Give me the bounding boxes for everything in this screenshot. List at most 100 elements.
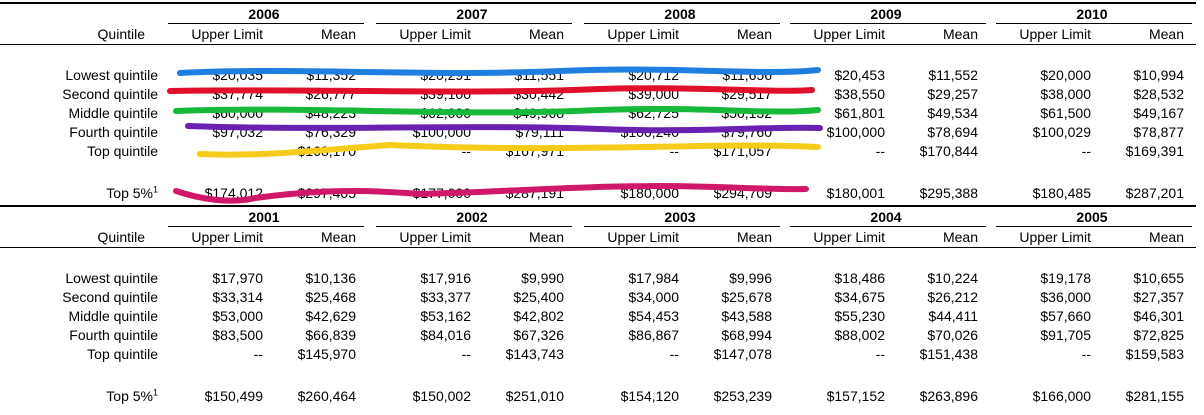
upper-limit-cell: $38,000 [1040, 86, 1091, 102]
mean-cell: $28,532 [1133, 86, 1184, 102]
year-underline [168, 226, 364, 227]
year-header-2009: 2009 [870, 6, 902, 22]
row-label: Top quintile [87, 143, 158, 159]
upper-limit-cell: $54,453 [628, 308, 679, 324]
top5-label-text: Top 5% [106, 185, 153, 201]
mean-cell: $78,877 [1133, 124, 1184, 140]
year-header-2005: 2005 [1076, 209, 1108, 225]
upper-limit-cell: $166,000 [1032, 388, 1091, 404]
upper-limit-cell: $150,002 [412, 388, 471, 404]
row-label: Middle quintile [68, 308, 159, 324]
year-underline [376, 226, 572, 227]
mean-cell: $10,224 [927, 270, 978, 286]
mean-cell: $25,678 [721, 289, 772, 305]
mean-cell: $76,329 [305, 124, 356, 140]
mean-cell: $25,400 [513, 289, 564, 305]
upper-limit-cell: $61,801 [834, 105, 885, 121]
mean-cell: $294,709 [713, 185, 772, 201]
year-underline [996, 226, 1192, 227]
mean-cell: $26,777 [305, 86, 356, 102]
mean-cell: $29,257 [927, 86, 978, 102]
year-underline [790, 226, 986, 227]
upper-limit-cell: -- [1081, 143, 1091, 159]
mean-cell: $10,136 [305, 270, 356, 286]
upper-limit-cell: $53,162 [420, 308, 471, 324]
mean-cell: $25,468 [305, 289, 356, 305]
upper-limit-header: Upper Limit [191, 26, 263, 42]
mean-header: Mean [942, 26, 978, 42]
upper-limit-cell: $38,550 [834, 86, 885, 102]
footnote-marker: 1 [152, 184, 158, 195]
upper-limit-cell: $33,377 [420, 289, 471, 305]
upper-limit-cell: $61,500 [1040, 105, 1091, 121]
quintile-column-header: Quintile [97, 229, 145, 245]
upper-limit-cell: $180,001 [826, 185, 885, 201]
mean-cell: $43,588 [721, 308, 772, 324]
upper-limit-cell: $17,916 [420, 270, 471, 286]
mean-cell: $287,201 [1125, 185, 1184, 201]
upper-limit-cell: $154,120 [620, 388, 679, 404]
bottom-panel: 2001 2002 2003 2004 2005 Quintile Upper Limit M… [0, 205, 1196, 415]
upper-limit-header: Upper Limit [399, 26, 471, 42]
upper-limit-cell: $88,002 [834, 327, 885, 343]
year-underline [376, 23, 572, 24]
mean-cell: $251,010 [505, 388, 564, 404]
mean-cell: $253,239 [713, 388, 772, 404]
year-header-2002: 2002 [456, 209, 488, 225]
upper-limit-cell: $33,314 [212, 289, 263, 305]
upper-limit-header: Upper Limit [607, 229, 679, 245]
upper-limit-cell: $84,016 [420, 327, 471, 343]
mean-cell: $9,990 [521, 270, 564, 286]
upper-limit-cell: $20,453 [834, 67, 885, 83]
upper-limit-cell: $20,000 [1040, 67, 1091, 83]
upper-limit-cell: $150,499 [204, 388, 263, 404]
row-label: Second quintile [62, 86, 158, 102]
mean-header: Mean [736, 26, 772, 42]
mean-cell: $27,357 [1133, 289, 1184, 305]
year-underline [584, 23, 780, 24]
mean-cell: $26,212 [927, 289, 978, 305]
row-label: Fourth quintile [69, 327, 158, 343]
upper-limit-cell: -- [669, 346, 679, 362]
upper-limit-cell: $17,984 [628, 270, 679, 286]
upper-limit-header: Upper Limit [813, 229, 885, 245]
mean-cell: $42,802 [513, 308, 564, 324]
year-header-2008: 2008 [664, 6, 696, 22]
mean-cell: $171,057 [713, 143, 772, 159]
upper-limit-cell: $100,029 [1032, 124, 1091, 140]
mean-cell: $49,968 [513, 105, 564, 121]
mean-cell: $168,170 [297, 143, 356, 159]
upper-limit-cell: $36,000 [1040, 289, 1091, 305]
mean-cell: $44,411 [928, 308, 978, 324]
mean-cell: $79,760 [721, 124, 772, 140]
row-label: Second quintile [62, 289, 158, 305]
top5-label-text: Top 5% [106, 388, 153, 404]
upper-limit-cell: $91,705 [1040, 327, 1091, 343]
quintile-column-header: Quintile [97, 26, 145, 42]
top5-label: Top 5%1 [0, 387, 158, 406]
upper-limit-cell: $34,000 [628, 289, 679, 305]
upper-limit-cell: $83,500 [212, 327, 263, 343]
upper-limit-cell: -- [875, 143, 885, 159]
top-rule [0, 2, 1196, 4]
mean-cell: $70,026 [927, 327, 978, 343]
mean-cell: $263,896 [919, 388, 978, 404]
mean-cell: $281,155 [1125, 388, 1184, 404]
mean-cell: $9,996 [729, 270, 772, 286]
mean-cell: $29,517 [721, 86, 772, 102]
footnote-marker: 1 [152, 387, 158, 398]
mean-cell: $11,552 [928, 67, 978, 83]
mean-cell: $49,167 [1133, 105, 1184, 121]
top5-label: Top 5%1 [0, 184, 158, 203]
year-header-2006: 2006 [248, 6, 280, 22]
mean-header: Mean [1148, 229, 1184, 245]
upper-limit-cell: -- [875, 346, 885, 362]
mean-cell: $143,743 [505, 346, 564, 362]
mean-cell: $287,191 [505, 185, 564, 201]
mean-cell: $30,442 [513, 86, 564, 102]
mean-cell: $72,825 [1133, 327, 1184, 343]
upper-limit-cell: $34,675 [834, 289, 885, 305]
upper-limit-header: Upper Limit [399, 229, 471, 245]
year-header-2007: 2007 [456, 6, 488, 22]
mean-header: Mean [320, 26, 356, 42]
